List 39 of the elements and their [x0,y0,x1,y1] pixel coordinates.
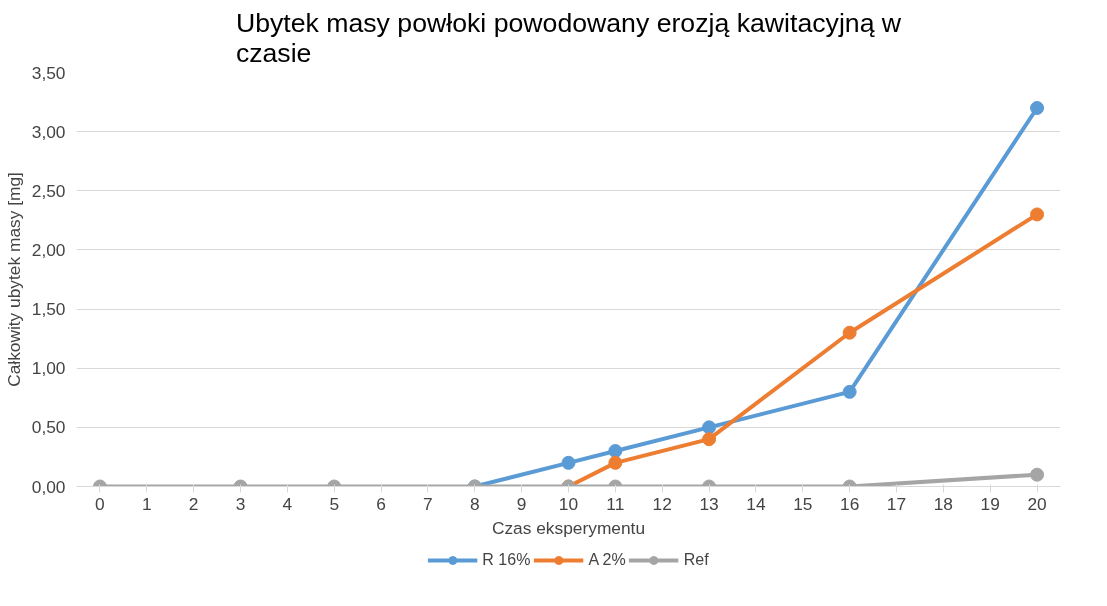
x-tick-label: 3 [235,493,246,514]
x-tick-label: 12 [652,493,672,514]
x-tick-label: 2 [188,493,199,514]
y-tick-label: 1,50 [31,299,66,320]
y-axis-title: Całkowity ubytek masy [mg] [3,172,24,387]
x-tick-label: 13 [699,493,719,514]
point [1030,207,1045,222]
x-tick-label: 8 [469,493,480,514]
x-tick-label: 1 [141,493,152,514]
y-tick-label: 2,50 [31,180,66,201]
x-tick-label: 7 [423,493,433,514]
x-tick-label: 5 [329,493,340,514]
chart-title: Ubytek masy powłoki powodowany erozją kawitacyjną w czasie [235,7,902,68]
x-tick-label: 15 [793,493,813,514]
y-tick-label: 0,00 [31,476,66,497]
y-tick-label: 1,00 [31,358,66,379]
x-tick-label: 14 [746,493,766,514]
x-tick-label: 10 [558,493,579,514]
x-tick-label: 11 [606,493,625,514]
x-tick-label: 17 [886,493,907,514]
point [842,384,857,399]
point [1030,101,1045,115]
y-tick-label: 3,00 [31,121,66,142]
x-tick-label: 6 [376,493,386,514]
legend-label: A 2% [588,551,626,569]
y-tick-label: 0,50 [31,417,66,438]
x-tick-label: 9 [516,493,527,514]
x-tick-label: 4 [282,493,293,514]
x-tick-label: 0 [95,493,105,514]
point [842,325,857,340]
x-tick-label: 18 [933,493,953,514]
legend-label: R 16% [482,551,531,569]
x-tick-label: 20 [1027,493,1047,514]
x-tick-label: 19 [980,493,1000,514]
y-tick-label: 3,50 [31,62,66,83]
legend-label: Ref [683,551,709,569]
x-axis-title: Czas eksperymentu [491,517,646,538]
x-tick-label: 16 [840,493,860,514]
y-tick-label: 2,00 [31,239,66,260]
